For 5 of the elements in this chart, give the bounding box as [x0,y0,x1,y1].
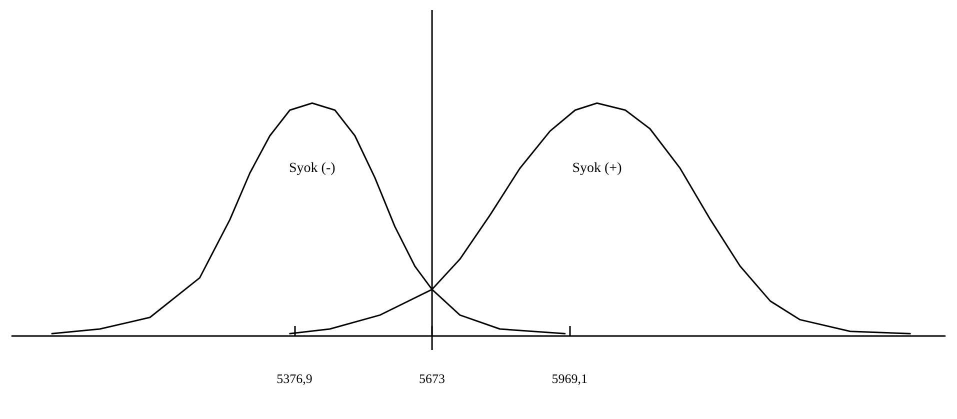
x-tick-label: 5673 [419,371,446,386]
text: Syok (+) [572,160,622,176]
text: Syok (-) [289,160,336,176]
x-tick-label: 5969,1 [552,371,588,386]
x-tick-label: 5376,9 [276,371,312,386]
